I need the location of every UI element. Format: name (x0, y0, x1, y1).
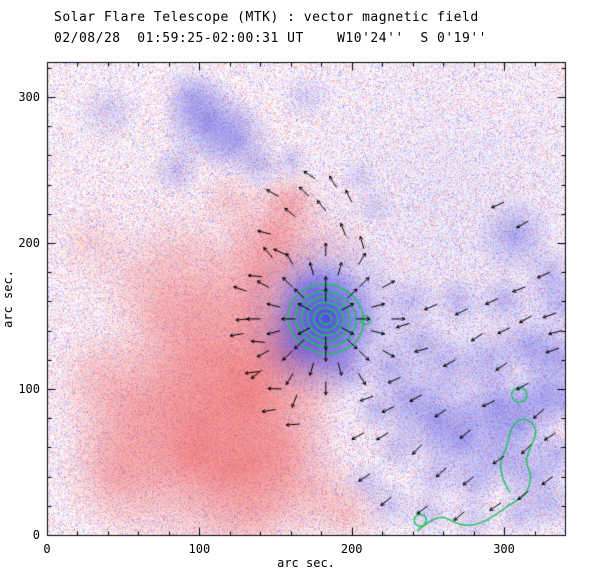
magnetogram-canvas (0, 0, 612, 585)
magnetogram-figure: Solar Flare Telescope (MTK) : vector mag… (0, 0, 612, 585)
